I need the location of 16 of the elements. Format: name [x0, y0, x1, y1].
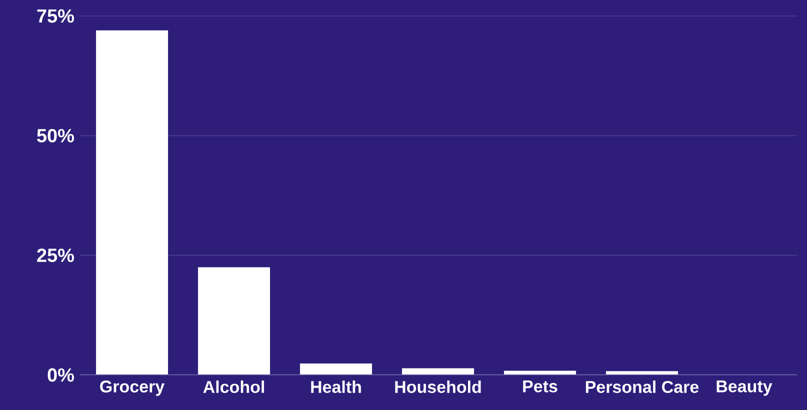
bar: [606, 371, 678, 375]
y-tick-label: 50%: [37, 128, 74, 142]
bar: [96, 30, 168, 375]
y-tick-label: 75%: [37, 9, 74, 23]
x-tick-label: Pets: [523, 380, 558, 392]
bar: [504, 370, 576, 375]
y-tick-label: 0%: [48, 368, 74, 382]
x-tick-label: Beauty: [716, 380, 772, 396]
bar: [198, 267, 270, 375]
x-tick-label: Personal Care: [586, 380, 699, 394]
x-tick-label: Grocery: [100, 380, 165, 396]
bar: [300, 364, 372, 375]
y-tick-label: 25%: [37, 248, 74, 262]
x-tick-label: Alcohol: [203, 380, 264, 394]
x-tick-label: Health: [311, 380, 361, 394]
x-tick-label: Household: [395, 380, 481, 394]
